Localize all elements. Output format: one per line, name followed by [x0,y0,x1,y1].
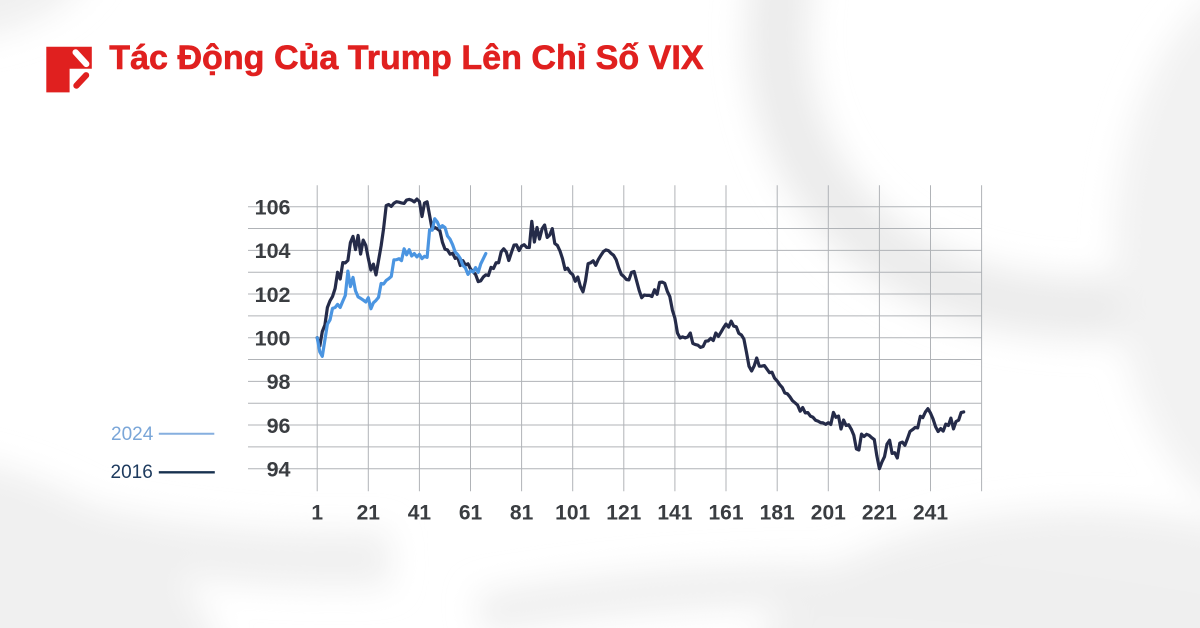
svg-text:201: 201 [811,502,846,525]
svg-text:181: 181 [760,502,795,525]
svg-text:102: 102 [255,283,291,307]
svg-text:21: 21 [357,502,381,525]
svg-text:Tác Động Của Trump Lên Chỉ Số: Tác Động Của Trump Lên Chỉ Số VIX [109,39,704,77]
svg-text:41: 41 [408,502,432,525]
svg-text:94: 94 [267,458,291,482]
svg-text:1: 1 [311,502,323,525]
svg-text:96: 96 [267,414,291,438]
svg-text:161: 161 [708,502,743,525]
svg-text:81: 81 [510,502,534,525]
svg-text:221: 221 [862,502,897,525]
svg-text:106: 106 [255,196,291,220]
svg-text:104: 104 [255,239,291,263]
svg-text:2024: 2024 [111,424,154,445]
svg-text:61: 61 [459,502,483,525]
svg-text:121: 121 [606,502,641,525]
svg-text:101: 101 [555,502,590,525]
svg-text:241: 241 [913,502,948,525]
svg-text:100: 100 [255,327,291,351]
svg-text:98: 98 [267,370,291,394]
svg-text:141: 141 [657,502,692,525]
svg-text:2016: 2016 [111,462,153,483]
